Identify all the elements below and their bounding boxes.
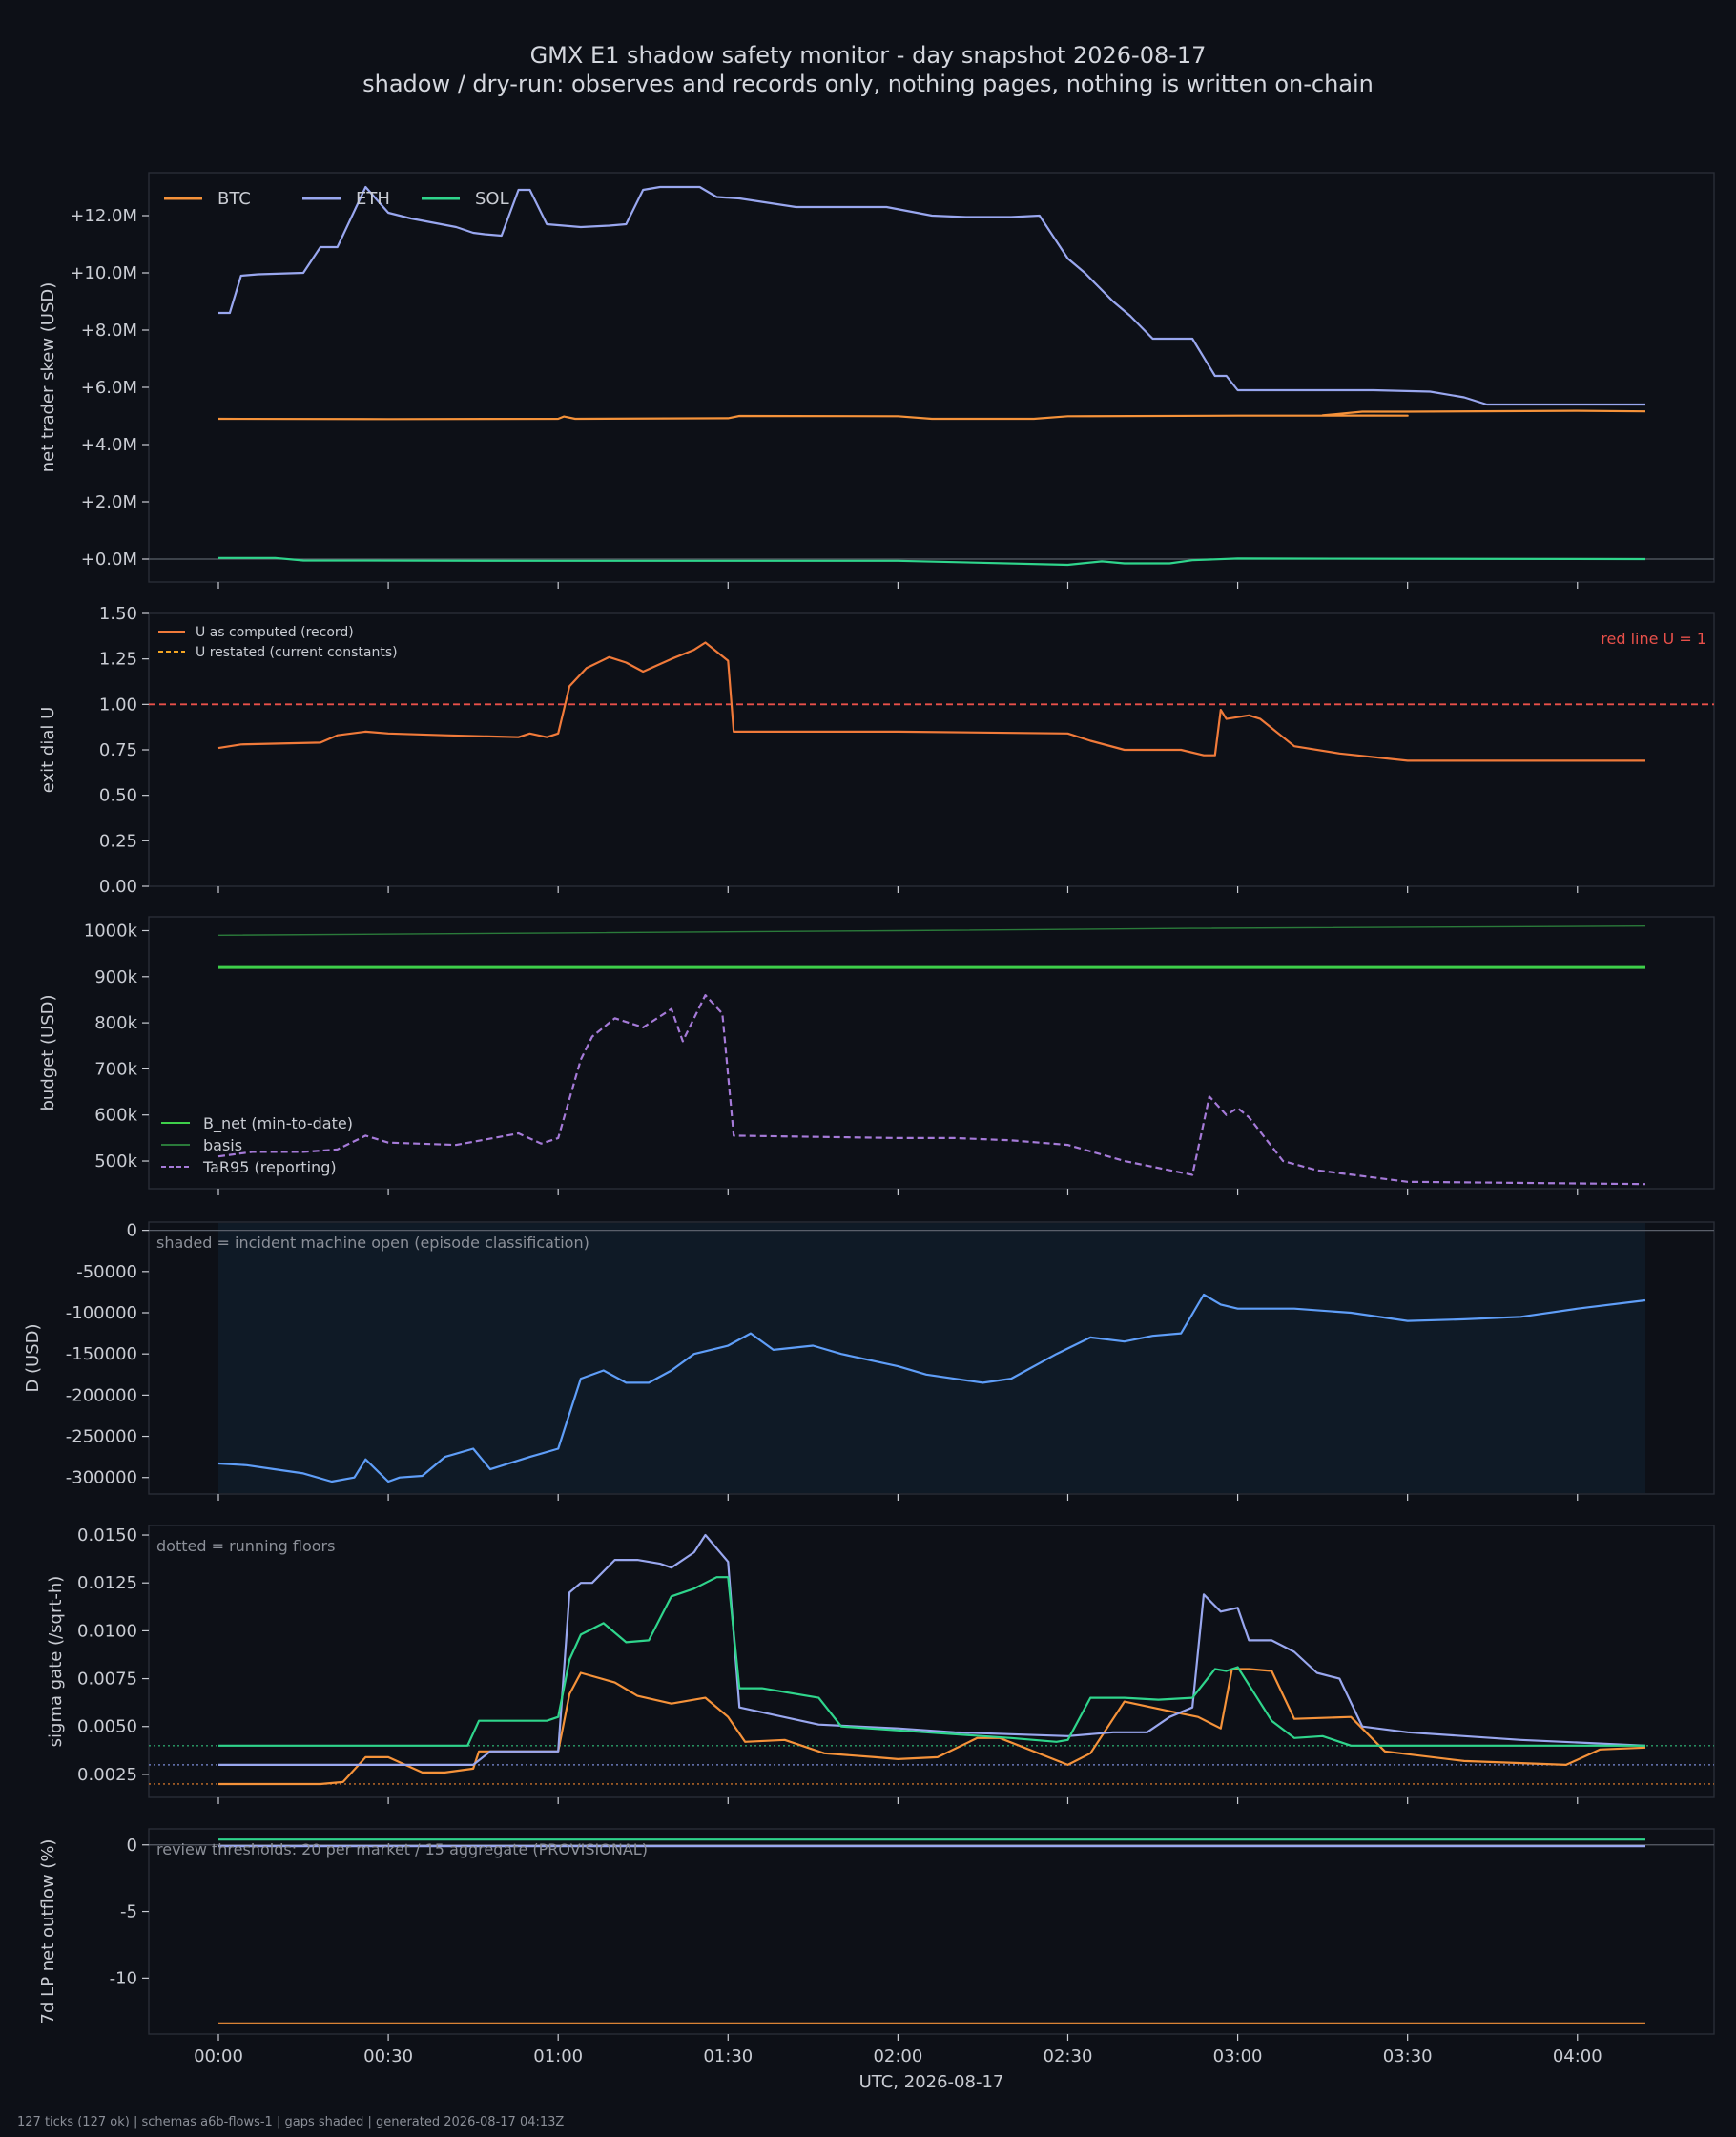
series-line-tar95-reporting-	[217, 993, 1646, 1186]
y-tick-label: +0.0M	[81, 550, 137, 570]
y-tick-label: -10	[110, 1968, 137, 1988]
y-tick-label: 0.75	[99, 740, 137, 760]
y-tick-label: 0.0050	[77, 1717, 137, 1737]
y-tick-label: -250000	[66, 1427, 137, 1447]
y-tick-label: 0.0075	[77, 1670, 137, 1690]
x-tick-label: 00:00	[194, 2046, 243, 2066]
panels: +0.0M +2.0M +4.0M +6.0M +8.0M +10.0M +12.0M net…	[23, 172, 1715, 2092]
y-tick-label: 500k	[94, 1151, 137, 1172]
y-tick-label: -300000	[66, 1468, 137, 1488]
panel-2: 0.00 0.25 0.50 0.75 1.00 1.25 1.50 exit dial U r…	[38, 604, 1715, 897]
legend-label: ETH	[356, 189, 390, 209]
series-line-basis	[217, 925, 1646, 936]
y-axis-label: 7d LP net outflow (%)	[38, 1839, 58, 2024]
panel-4: -300000 -250000 -200000 -150000 -100000 -5000…	[23, 1221, 1715, 1501]
figure-title: GMX E1 shadow safety monitor - day snaps…	[530, 42, 1207, 69]
y-axis-label: net trader skew (USD)	[38, 282, 58, 473]
series-line-btc	[218, 1668, 1646, 1786]
plot-area	[148, 1525, 1715, 1798]
series-line-sol	[218, 1576, 1645, 1747]
y-tick-label: 900k	[94, 967, 137, 987]
x-tick-label: 00:30	[363, 2046, 413, 2066]
series-line-eth	[218, 185, 1645, 406]
y-tick-label: -100000	[66, 1303, 137, 1323]
figure-subtitle: shadow / dry-run: observes and records o…	[362, 71, 1374, 97]
legend-label: B_net (min-to-date)	[203, 1114, 353, 1133]
annotation: dotted = running floors	[156, 1537, 335, 1555]
panel-5: 0.0025 0.0050 0.0075 0.0100 0.0125 0.0150 sigm…	[46, 1525, 1715, 1804]
y-tick-label: +6.0M	[81, 378, 137, 398]
plot-area	[148, 612, 1715, 887]
y-tick-label: -150000	[66, 1344, 137, 1364]
y-tick-label: +8.0M	[81, 321, 137, 341]
y-tick-label: 0	[127, 1836, 137, 1856]
y-axis-label: budget (USD)	[38, 994, 58, 1110]
y-tick-label: 0.0100	[77, 1621, 137, 1641]
legend-label: U restated (current constants)	[196, 645, 398, 660]
y-tick-label: -5	[120, 1902, 137, 1922]
panel-6: -10 -5 0 7d LP net outflow (%) review thresh…	[38, 1828, 1715, 2092]
y-axis-label: D (USD)	[23, 1323, 43, 1392]
y-tick-label: +12.0M	[70, 206, 137, 226]
x-axis-label: UTC, 2026-08-17	[859, 2072, 1004, 2092]
y-tick-label: 0.50	[99, 786, 137, 806]
y-tick-label: -50000	[76, 1262, 137, 1282]
series-line-u-as-computed-record-	[217, 641, 1645, 762]
x-tick-label: 01:00	[533, 2046, 583, 2066]
y-tick-label: -200000	[66, 1385, 137, 1405]
legend-label: SOL	[475, 189, 509, 209]
plot-area	[148, 172, 1715, 583]
y-tick-label: 600k	[94, 1106, 137, 1126]
legend-label: BTC	[217, 189, 251, 209]
series-line-eth	[218, 1533, 1646, 1767]
y-tick-label: 1.00	[99, 695, 137, 715]
panel-1: +0.0M +2.0M +4.0M +6.0M +8.0M +10.0M +12.0M net…	[38, 172, 1715, 589]
annotation: shaded = incident machine open (episode …	[156, 1234, 589, 1252]
legend-label: TaR95 (reporting)	[202, 1158, 337, 1176]
y-tick-label: 1.50	[99, 604, 137, 624]
y-axis-label: sigma gate (/sqrt-h)	[46, 1576, 66, 1748]
annotation: review thresholds: 20 per market / 15 ag…	[156, 1840, 648, 1858]
y-tick-label: +2.0M	[81, 492, 137, 512]
x-tick-label: 03:30	[1383, 2046, 1433, 2066]
x-tick-label: 04:00	[1553, 2046, 1602, 2066]
footer-status: 127 ticks (127 ok) | schemas a6b-flows-1…	[17, 2115, 564, 2129]
y-tick-label: 0.00	[99, 877, 137, 897]
x-tick-label: 02:30	[1044, 2046, 1093, 2066]
x-tick-label: 03:00	[1213, 2046, 1263, 2066]
y-tick-label: 700k	[94, 1059, 137, 1079]
y-tick-label: 1000k	[84, 921, 138, 941]
y-tick-label: 800k	[94, 1013, 137, 1033]
annotation: red line U = 1	[1601, 630, 1706, 648]
y-tick-label: 0.25	[99, 831, 137, 851]
plot-area	[148, 916, 1715, 1190]
y-tick-label: 0.0025	[77, 1765, 137, 1785]
plot-area	[148, 1828, 1715, 2035]
legend-label: U as computed (record)	[196, 625, 354, 640]
panel-3: 500k 600k 700k 800k 900k 1000k budget (USD) B_n…	[38, 916, 1715, 1195]
x-tick-label: 01:30	[703, 2046, 753, 2066]
y-tick-label: +4.0M	[81, 435, 137, 455]
y-tick-label: +10.0M	[70, 263, 137, 283]
y-tick-label: 0.0150	[77, 1525, 137, 1546]
incident-shade	[218, 1223, 1645, 1493]
y-tick-label: 0	[127, 1221, 137, 1241]
legend-label: basis	[203, 1136, 242, 1154]
y-tick-label: 0.0125	[77, 1573, 137, 1593]
x-tick-label: 02:00	[873, 2046, 922, 2066]
series-line-btc	[217, 409, 1646, 421]
series-line-sol	[218, 556, 1646, 567]
y-axis-label: exit dial U	[38, 707, 58, 794]
y-tick-label: 1.25	[99, 650, 137, 670]
series-line-d	[217, 1293, 1646, 1483]
